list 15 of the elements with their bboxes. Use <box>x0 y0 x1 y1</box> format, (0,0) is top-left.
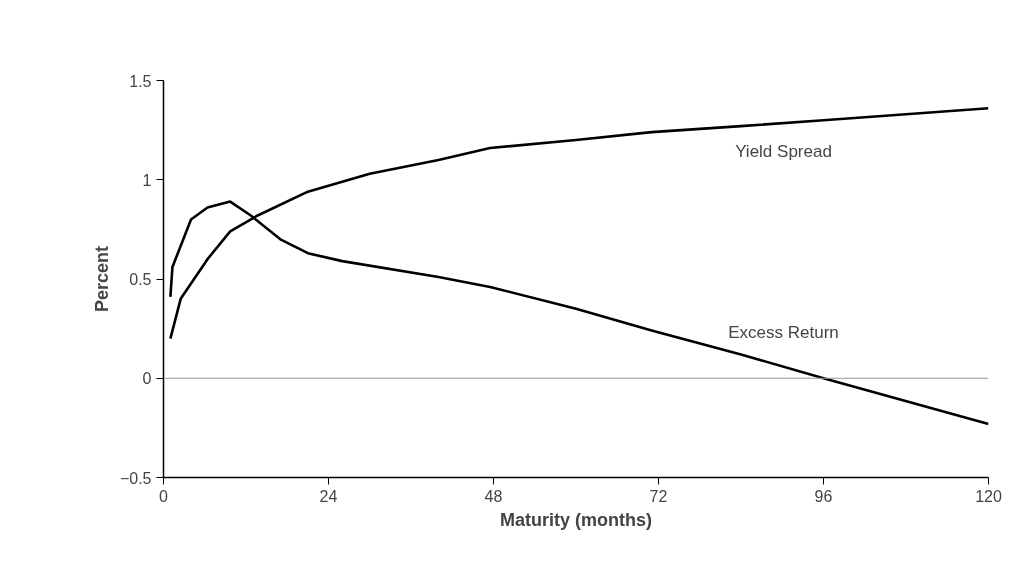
x-tick-label: 72 <box>649 487 668 505</box>
x-tick-label: 96 <box>814 487 833 505</box>
x-tick-label: 120 <box>975 487 1002 505</box>
series-label: Yield Spread <box>735 142 832 162</box>
y-axis-title: Percent <box>91 245 112 313</box>
x-axis-title: Maturity (months) <box>500 509 653 530</box>
series-label: Excess Return <box>728 323 839 343</box>
y-tick-label: 1.5 <box>129 72 152 90</box>
y-tick-label: 0.5 <box>129 271 152 288</box>
x-tick-label: 0 <box>159 487 169 505</box>
x-tick-label: 48 <box>484 487 503 505</box>
y-tick-label: 1 <box>142 171 152 189</box>
x-tick-label: 24 <box>319 487 338 505</box>
y-tick-label: 0 <box>142 370 152 388</box>
y-tick-label: −0.5 <box>119 469 152 487</box>
